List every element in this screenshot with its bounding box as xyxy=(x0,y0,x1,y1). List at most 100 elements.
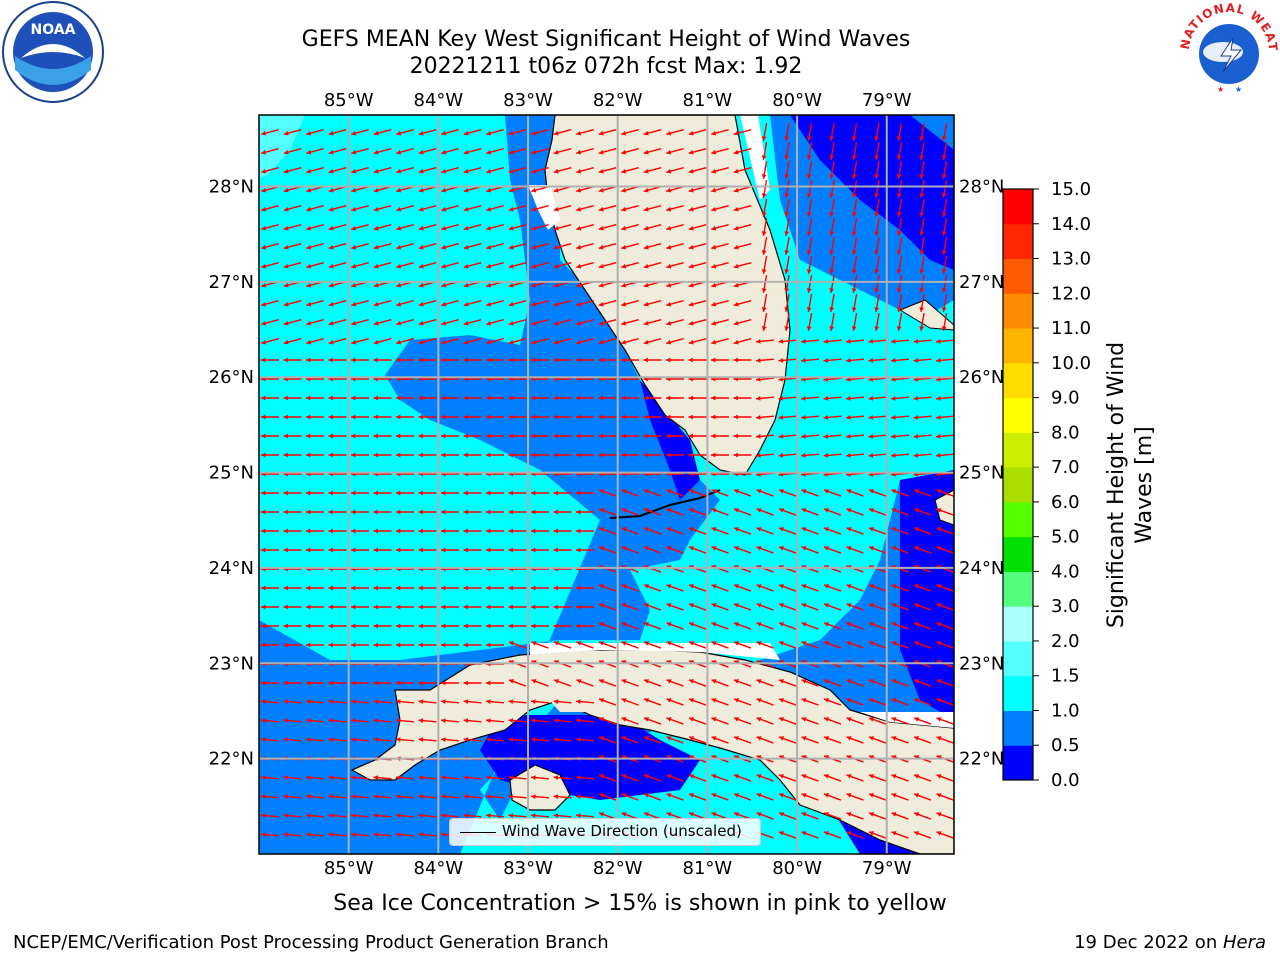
wind-arrow xyxy=(891,793,909,801)
wind-arrow xyxy=(441,528,459,534)
wind-arrow xyxy=(711,717,729,725)
wind-arrow xyxy=(328,528,347,534)
wind-arrow xyxy=(643,337,662,345)
wind-arrow xyxy=(936,736,954,744)
wind-arrow xyxy=(485,794,505,799)
wind-arrow xyxy=(621,546,639,554)
wind-arrow xyxy=(328,261,347,269)
wind-arrow xyxy=(598,793,617,801)
wind-arrow xyxy=(328,223,347,231)
wind-arrow xyxy=(261,395,279,401)
wind-arrow xyxy=(486,680,504,686)
wind-arrow xyxy=(829,313,835,331)
wind-arrow xyxy=(851,237,858,255)
wind-arrow xyxy=(733,736,752,744)
wind-arrow xyxy=(919,256,925,274)
wind-arrow xyxy=(508,223,527,231)
wind-arrow xyxy=(463,528,482,534)
wind-arrow xyxy=(868,679,887,687)
wind-arrow xyxy=(891,546,909,554)
wind-arrow xyxy=(441,395,459,401)
wind-arrow xyxy=(936,774,954,782)
wind-arrow xyxy=(576,452,594,458)
colorbar-tick-label: 5.0 xyxy=(1051,527,1080,548)
wind-arrow xyxy=(373,547,392,553)
wind-arrow xyxy=(688,452,707,458)
wind-arrow xyxy=(733,452,752,458)
wind-arrow xyxy=(890,396,910,401)
wind-arrow xyxy=(941,199,948,217)
wind-arrow xyxy=(643,736,662,744)
wind-arrow xyxy=(283,414,302,420)
wind-arrow xyxy=(666,774,684,782)
wind-arrow xyxy=(486,547,504,553)
wind-arrow xyxy=(283,299,302,307)
wind-arrow xyxy=(891,717,909,725)
wind-arrow xyxy=(373,147,392,155)
wind-arrow xyxy=(441,242,459,250)
wind-arrow xyxy=(598,128,617,136)
wind-arrow xyxy=(418,452,437,458)
wind-arrow xyxy=(306,623,324,629)
wind-arrow xyxy=(576,395,594,401)
wind-arrow xyxy=(733,527,752,535)
wind-arrow xyxy=(261,604,279,610)
wind-arrow xyxy=(801,584,819,592)
wind-arrow xyxy=(711,698,729,706)
wind-arrow xyxy=(531,509,549,515)
wind-arrow xyxy=(896,180,903,198)
wind-arrow xyxy=(508,718,527,723)
wind-arrow xyxy=(508,414,527,420)
wind-arrow xyxy=(350,775,370,780)
wind-arrow xyxy=(784,275,790,293)
wind-arrow xyxy=(778,736,797,744)
wind-arrow xyxy=(756,489,774,497)
wind-arrow xyxy=(553,147,572,155)
wind-arrow xyxy=(283,509,302,515)
wind-arrow xyxy=(418,547,437,553)
wind-arrow xyxy=(688,679,707,687)
wind-arrow xyxy=(733,261,752,269)
wind-arrow xyxy=(531,414,549,420)
wind-arrow xyxy=(733,679,752,687)
wind-arrow xyxy=(598,318,617,326)
wind-arrow xyxy=(575,718,595,723)
wind-arrow xyxy=(553,414,572,420)
wind-arrow xyxy=(806,199,813,217)
wind-arrow xyxy=(711,774,729,782)
wind-arrow xyxy=(801,679,819,687)
wind-arrow xyxy=(396,223,414,231)
wind-arrow xyxy=(328,357,347,363)
wind-arrow xyxy=(598,433,617,439)
wind-arrow xyxy=(874,218,880,236)
wind-arrow xyxy=(508,147,527,155)
wind-arrow xyxy=(463,223,482,231)
wind-arrow xyxy=(531,223,549,231)
wind-arrow xyxy=(845,434,865,439)
wind-arrow xyxy=(935,396,954,401)
wind-arrow xyxy=(688,527,707,535)
wind-arrow xyxy=(576,641,594,649)
wind-arrow xyxy=(531,623,549,629)
wind-arrow xyxy=(851,256,858,274)
wind-arrow xyxy=(756,508,774,516)
lat-tick-label: 28°N xyxy=(209,177,254,198)
wind-arrow xyxy=(874,256,880,274)
wind-arrow xyxy=(418,642,437,648)
wind-arrow xyxy=(576,547,594,553)
wind-arrow xyxy=(913,679,932,687)
wind-arrow xyxy=(396,166,414,174)
wind-arrow xyxy=(896,313,903,331)
wind-arrow xyxy=(373,128,392,136)
wind-arrow xyxy=(913,396,932,401)
wind-arrow xyxy=(829,237,835,255)
wind-arrow xyxy=(874,123,880,141)
footer-credit: NCEP/EMC/Verification Post Processing Pr… xyxy=(13,932,609,953)
colorbar-label-line2: Waves [m] xyxy=(1132,426,1157,543)
wind-arrow xyxy=(784,294,790,312)
wind-arrow xyxy=(688,414,707,420)
colorbar-tick-labels: 0.0 0.5 1.0 1.5 2.0 3.0 4.0 5.0 6.0 7.0 8.0 9.0 10.0… xyxy=(1033,179,1091,791)
wind-arrow xyxy=(553,242,572,250)
colorbar-swatch xyxy=(1003,710,1033,746)
wind-arrow xyxy=(283,547,302,553)
